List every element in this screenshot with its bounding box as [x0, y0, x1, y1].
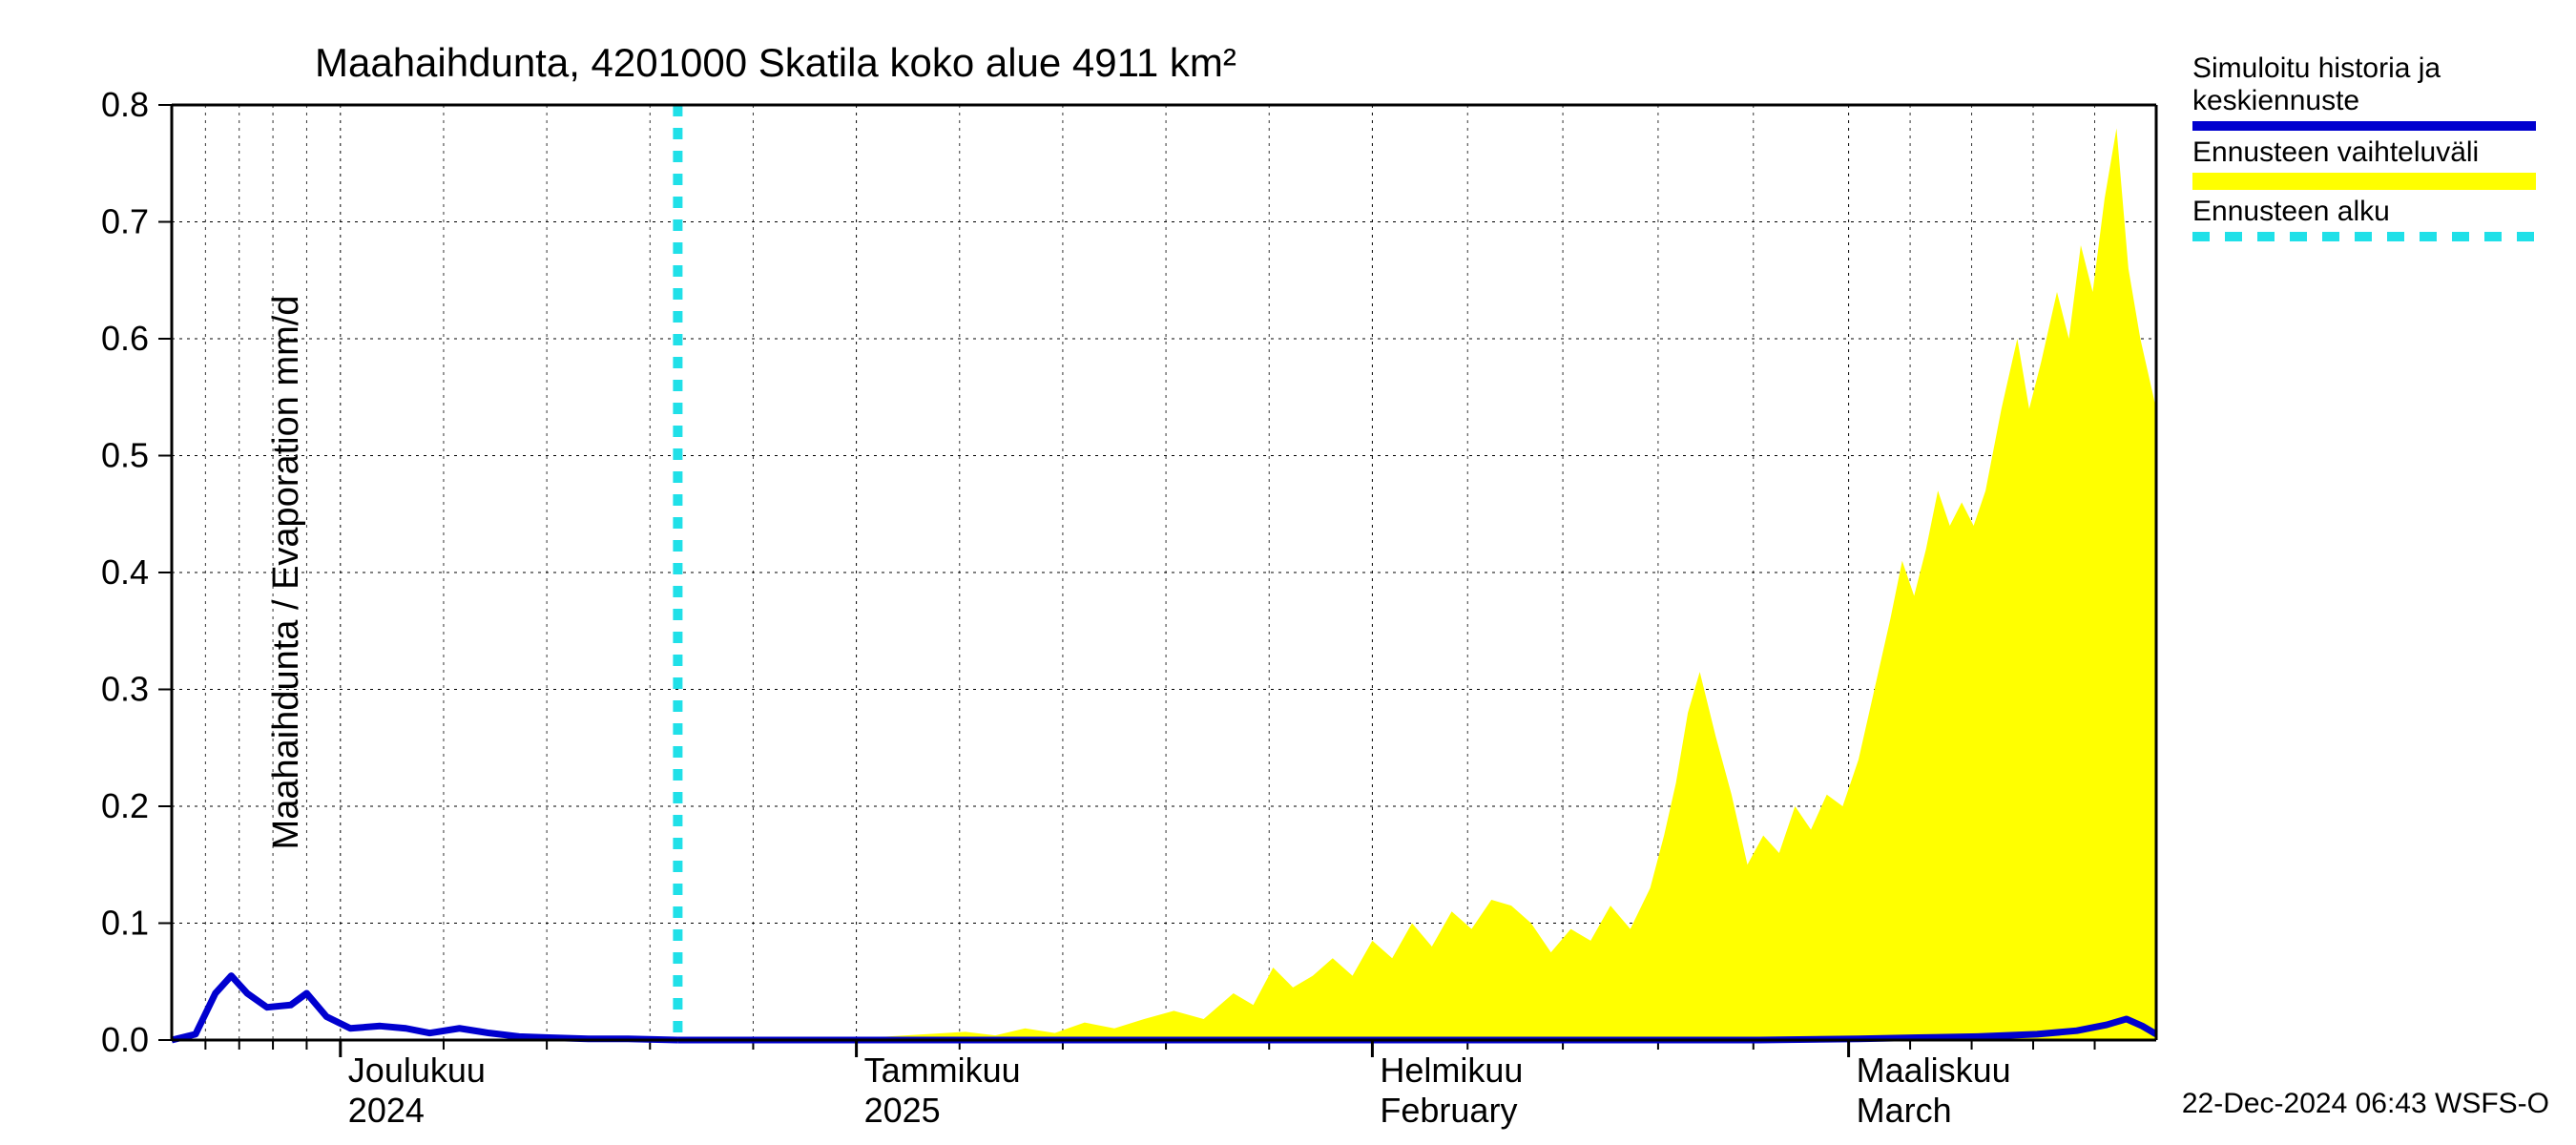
legend: Simuloitu historia ja keskiennuste Ennus…	[2192, 52, 2555, 247]
legend-item-history: Simuloitu historia ja keskiennuste	[2192, 52, 2555, 131]
svg-text:0.2: 0.2	[101, 786, 149, 825]
svg-text:Tammikuu: Tammikuu	[864, 1051, 1021, 1090]
chart-container: Maahaihdunta / Evaporation mm/d Maahaihd…	[0, 0, 2576, 1145]
svg-text:0.6: 0.6	[101, 319, 149, 358]
svg-text:2025: 2025	[864, 1091, 941, 1130]
y-axis-label: Maahaihdunta / Evaporation mm/d	[266, 296, 307, 850]
svg-text:0.3: 0.3	[101, 670, 149, 709]
legend-item-range: Ennusteen vaihteluväli	[2192, 136, 2555, 190]
svg-text:0.0: 0.0	[101, 1020, 149, 1059]
svg-text:February: February	[1380, 1091, 1517, 1130]
svg-text:2024: 2024	[348, 1091, 425, 1130]
legend-swatch-yellow	[2192, 173, 2536, 190]
legend-label: Ennusteen alku	[2192, 196, 2555, 228]
svg-text:0.1: 0.1	[101, 904, 149, 943]
svg-text:0.8: 0.8	[101, 85, 149, 124]
svg-text:0.4: 0.4	[101, 552, 149, 592]
legend-swatch-blue	[2192, 121, 2536, 131]
legend-label: Ennusteen vaihteluväli	[2192, 136, 2555, 169]
svg-text:Maahaihdunta, 4201000 Skatila: Maahaihdunta, 4201000 Skatila koko alue …	[315, 40, 1236, 85]
svg-text:0.5: 0.5	[101, 436, 149, 475]
legend-swatch-cyan	[2192, 232, 2536, 241]
svg-text:March: March	[1857, 1091, 1952, 1130]
timestamp: 22-Dec-2024 06:43 WSFS-O	[2182, 1088, 2549, 1120]
svg-text:Helmikuu: Helmikuu	[1380, 1051, 1523, 1090]
svg-text:0.7: 0.7	[101, 202, 149, 241]
chart-svg: Maahaihdunta, 4201000 Skatila koko alue …	[0, 0, 2576, 1145]
legend-item-start: Ennusteen alku	[2192, 196, 2555, 241]
legend-label: Simuloitu historia ja keskiennuste	[2192, 52, 2555, 117]
svg-text:Joulukuu: Joulukuu	[348, 1051, 486, 1090]
svg-text:Maaliskuu: Maaliskuu	[1857, 1051, 2011, 1090]
